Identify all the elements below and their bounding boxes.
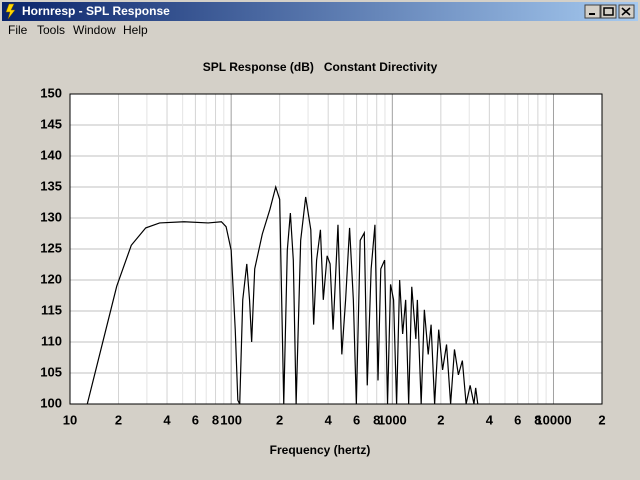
x-tick-label: 100: [220, 412, 242, 427]
window-buttons[interactable]: [584, 4, 635, 19]
x-tick-label: 2: [276, 412, 283, 427]
x-tick-label: 2: [115, 412, 122, 427]
y-tick-label: 115: [41, 302, 62, 317]
x-tick-label: 10: [63, 412, 77, 427]
menu-item[interactable]: Window: [73, 23, 116, 37]
window-title: Hornresp - SPL Response: [22, 4, 170, 18]
maximize-icon: [603, 7, 614, 16]
x-tick-label: 1000: [378, 412, 407, 427]
x-tick-label: 6: [353, 412, 360, 427]
y-tick-label: 110: [41, 333, 62, 348]
menu-item[interactable]: Help: [123, 23, 148, 37]
minimize-button[interactable]: [584, 4, 601, 19]
x-tick-label: 10000: [535, 412, 571, 427]
plot: [86, 184, 479, 405]
close-icon: [621, 7, 631, 16]
app-icon: [5, 3, 16, 20]
menu-item[interactable]: File: [8, 23, 28, 37]
x-tick-label: 8: [534, 412, 541, 427]
y-tick-label: 125: [40, 240, 62, 255]
x-tick-label: 6: [192, 412, 199, 427]
y-tick-label: 135: [40, 178, 62, 193]
y-tick-label: 140: [40, 147, 62, 162]
x-tick-label: 8: [373, 412, 380, 427]
chart-title: SPL Response (dB) Constant Directivity: [203, 60, 438, 74]
x-axis-label: Frequency (hertz): [270, 443, 371, 457]
menu-item[interactable]: Tools: [37, 23, 65, 37]
x-tick-label: 4: [325, 412, 333, 427]
y-tick-label: 120: [40, 271, 62, 286]
y-tick-label: 105: [40, 364, 62, 379]
spl-curve: [86, 184, 479, 405]
x-tick-label: 8: [212, 412, 219, 427]
plot-border: [69, 93, 603, 405]
x-tick-label: 4: [163, 412, 171, 427]
y-tick-label: 130: [40, 209, 62, 224]
title-bar: [2, 2, 638, 21]
y-tick-label: 145: [40, 116, 62, 131]
y-tick-label: 100: [40, 395, 62, 410]
y-tick-label: 150: [40, 85, 62, 100]
x-tick-label: 6: [514, 412, 521, 427]
x-tick-label: 2: [437, 412, 444, 427]
x-tick-label: 4: [486, 412, 494, 427]
x-tick-label: 2: [598, 412, 605, 427]
